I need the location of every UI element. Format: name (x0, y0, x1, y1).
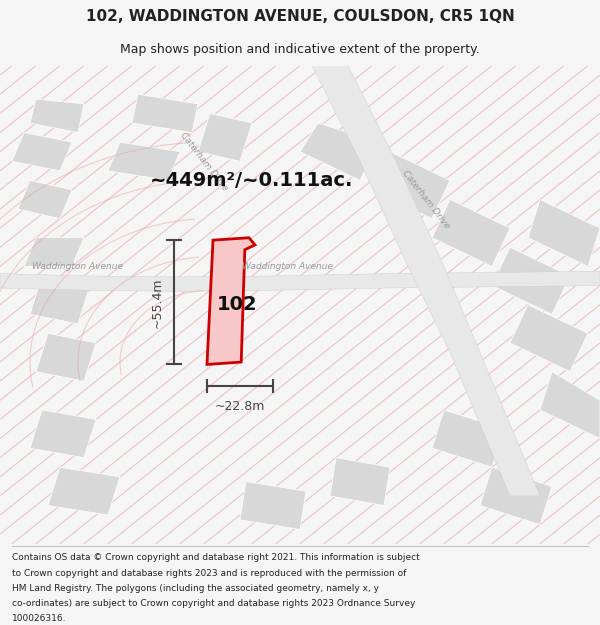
Polygon shape (540, 372, 600, 439)
Text: Waddington Avenue: Waddington Avenue (242, 262, 334, 271)
Polygon shape (30, 410, 96, 458)
Polygon shape (480, 468, 552, 524)
Polygon shape (300, 123, 378, 181)
Polygon shape (48, 468, 120, 515)
Text: Caterham Drive: Caterham Drive (400, 169, 452, 231)
Polygon shape (36, 333, 96, 381)
Text: 102, WADDINGTON AVENUE, COULSDON, CR5 1QN: 102, WADDINGTON AVENUE, COULSDON, CR5 1Q… (86, 9, 514, 24)
Polygon shape (492, 248, 570, 314)
Text: Map shows position and indicative extent of the property.: Map shows position and indicative extent… (120, 42, 480, 56)
Polygon shape (132, 94, 198, 132)
Polygon shape (372, 152, 450, 219)
Polygon shape (108, 142, 180, 181)
Text: Waddington Avenue: Waddington Avenue (32, 262, 124, 271)
Text: Contains OS data © Crown copyright and database right 2021. This information is : Contains OS data © Crown copyright and d… (12, 554, 420, 562)
Text: ~55.4m: ~55.4m (151, 277, 164, 328)
Text: ~22.8m: ~22.8m (215, 399, 265, 412)
Polygon shape (510, 304, 588, 372)
Polygon shape (198, 114, 252, 161)
Polygon shape (240, 482, 306, 529)
Text: to Crown copyright and database rights 2023 and is reproduced with the permissio: to Crown copyright and database rights 2… (12, 569, 406, 578)
Text: ~449m²/~0.111ac.: ~449m²/~0.111ac. (151, 171, 353, 190)
Polygon shape (0, 271, 600, 291)
Polygon shape (30, 276, 90, 324)
Polygon shape (24, 238, 84, 266)
Text: Caterham Drive: Caterham Drive (178, 131, 230, 192)
Polygon shape (312, 66, 540, 496)
Polygon shape (330, 458, 390, 506)
Text: 100026316.: 100026316. (12, 614, 67, 622)
Text: co-ordinates) are subject to Crown copyright and database rights 2023 Ordnance S: co-ordinates) are subject to Crown copyr… (12, 599, 415, 608)
Polygon shape (30, 99, 84, 132)
Polygon shape (18, 181, 72, 219)
Polygon shape (207, 238, 255, 364)
Polygon shape (432, 410, 504, 468)
Polygon shape (528, 199, 600, 266)
Polygon shape (12, 132, 72, 171)
Polygon shape (432, 199, 510, 266)
Text: HM Land Registry. The polygons (including the associated geometry, namely x, y: HM Land Registry. The polygons (includin… (12, 584, 379, 592)
Text: 102: 102 (217, 295, 257, 314)
